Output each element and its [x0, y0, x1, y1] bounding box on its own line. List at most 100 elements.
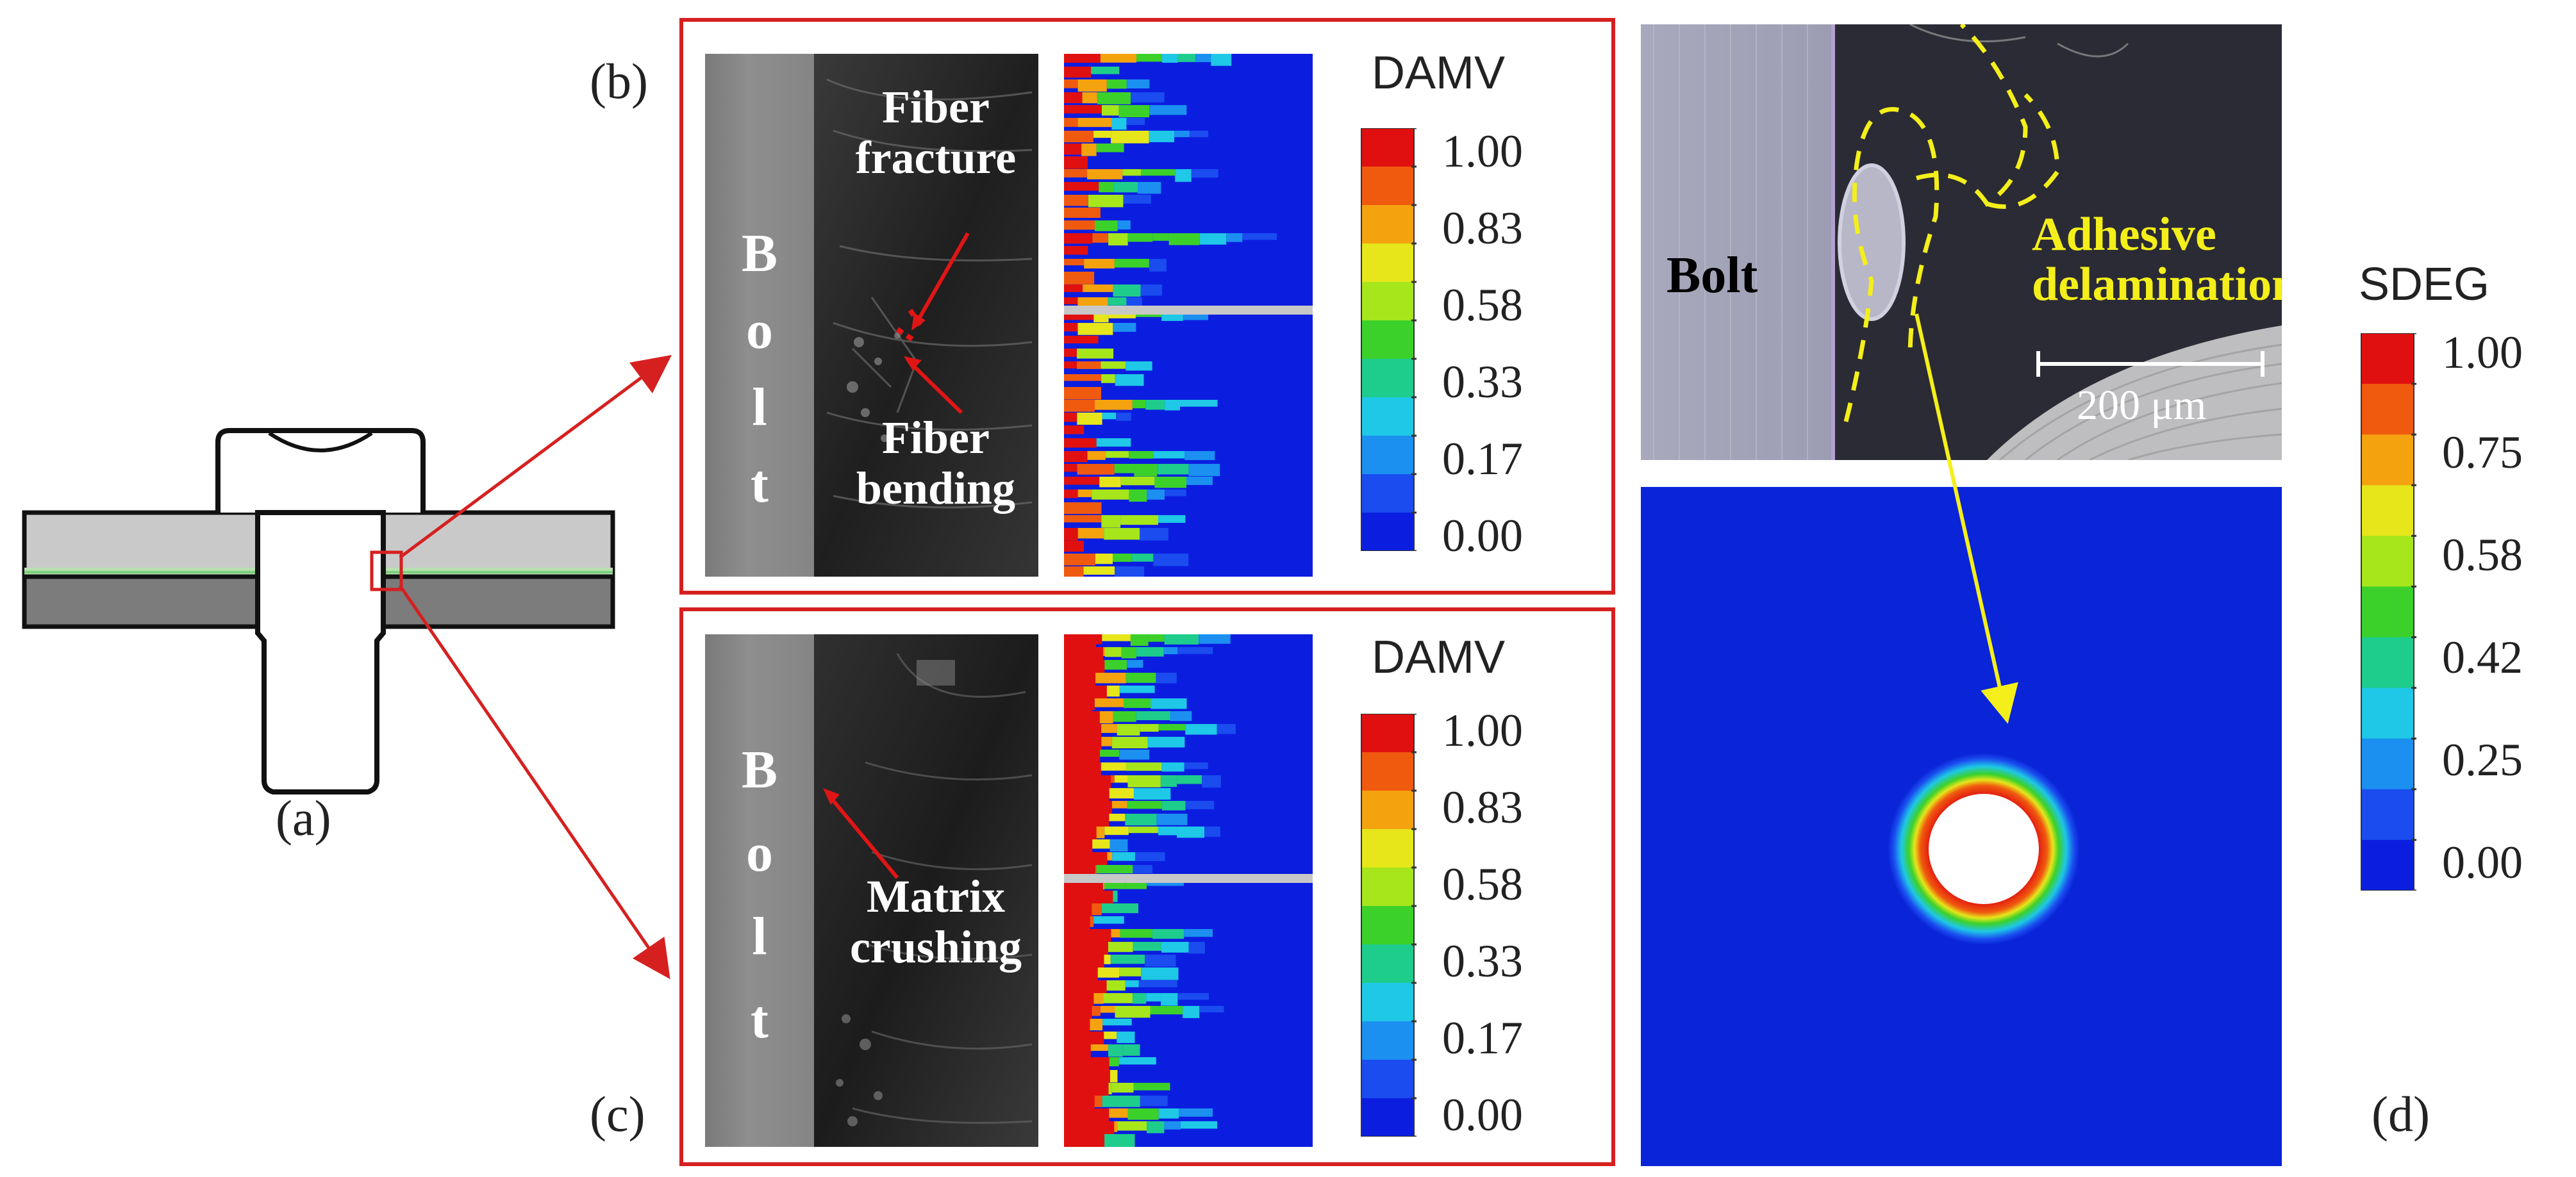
- contour-cell: [1126, 297, 1142, 308]
- contour-cell: [1064, 916, 1090, 929]
- colorbar-c-tick-5: 0.17: [1442, 1012, 1523, 1064]
- contour-cell: [1064, 827, 1097, 839]
- contour-cell: [1064, 195, 1088, 206]
- contour-cell: [1183, 1006, 1200, 1018]
- panel-c-letter: (c): [590, 1086, 645, 1142]
- contour-cell: [1162, 54, 1178, 63]
- contour-cell: [1064, 336, 1099, 343]
- contour-cell: [1104, 827, 1129, 835]
- contour-cell: [1114, 775, 1128, 783]
- contour-cell: [1064, 413, 1077, 422]
- contour-cell: [1140, 1044, 1154, 1057]
- contour-cell: [1095, 400, 1133, 410]
- contour-cell: [1161, 762, 1184, 772]
- contour-cell: [1134, 464, 1158, 477]
- contour-cell: [1077, 528, 1104, 539]
- contour-cell: [1111, 1083, 1134, 1093]
- contour-cell: [1127, 775, 1161, 787]
- contour-cell: [1184, 762, 1208, 770]
- contour-cell: [1064, 349, 1077, 357]
- contour-cell: [1095, 554, 1113, 564]
- fiber-bending-label: Fiber bending: [856, 412, 1016, 514]
- contour-cell: [1064, 272, 1095, 284]
- contour-cell: [1160, 775, 1177, 787]
- contour-cell: [1145, 955, 1176, 967]
- contour-cell: [1147, 1121, 1165, 1133]
- contour-cell: [1127, 1108, 1159, 1120]
- contour-cell: [1077, 79, 1107, 92]
- colorbar-d-tick-1: 1.00: [2442, 327, 2523, 378]
- bolt-letter-c-4: t: [751, 990, 769, 1049]
- contour-cell: [1177, 647, 1213, 654]
- contour-cell: [1064, 92, 1083, 103]
- contour-cell: [1136, 54, 1163, 62]
- contour-cell: [1064, 647, 1104, 660]
- contour-cell: [1064, 980, 1107, 993]
- colorbar-segment: [1361, 513, 1414, 551]
- contour-cell: [1064, 955, 1104, 967]
- contour-cell: [1088, 195, 1124, 208]
- contour-cell: [1118, 1057, 1156, 1065]
- contour-cell: [1064, 698, 1092, 711]
- contour-cell: [1128, 827, 1158, 834]
- contour-cell: [1127, 233, 1153, 242]
- colorbar-segment: [2361, 485, 2414, 536]
- contour-cell: [1140, 1096, 1168, 1107]
- contour-cell: [1191, 169, 1218, 178]
- contour-cell: [1102, 634, 1131, 641]
- contour-cell: [1136, 711, 1170, 721]
- scale-bar-label: 200 μm: [2077, 382, 2207, 429]
- contour-cell: [1077, 490, 1092, 497]
- contour-cell: [1120, 929, 1152, 938]
- contour-cell: [1132, 400, 1146, 409]
- matrix-crushing-arrow: [826, 793, 899, 879]
- contour-cell: [1184, 451, 1215, 461]
- colorbar-d-tick-5: 0.25: [2442, 734, 2523, 786]
- contour-cell: [1064, 477, 1100, 485]
- colorbar-c-tick-2: 0.83: [1442, 782, 1523, 833]
- contour-cell: [1111, 737, 1148, 749]
- contour-cell: [1064, 220, 1095, 230]
- colorbar-b: [1361, 128, 1417, 551]
- contour-cell: [1149, 259, 1167, 272]
- contour-cell: [1147, 490, 1165, 500]
- colorbar-segment: [1361, 1021, 1414, 1060]
- contour-cell: [1064, 144, 1082, 155]
- contour-cell: [1101, 105, 1119, 116]
- bolted-joint-schematic: [22, 428, 615, 794]
- contour-cell: [1140, 724, 1159, 732]
- contour-cell: [1100, 54, 1137, 63]
- contour-cell: [1064, 54, 1101, 63]
- contour-cell: [1217, 724, 1236, 734]
- detail-marker-box: [370, 550, 403, 591]
- bolt-interface-line-b: [1064, 306, 1313, 315]
- contour-cell: [1154, 686, 1185, 695]
- contour-cell: [1064, 323, 1078, 332]
- contour-cell: [1129, 451, 1154, 459]
- contour-cell: [1112, 852, 1135, 861]
- contour-cell: [1064, 105, 1102, 114]
- contour-cell: [1064, 737, 1102, 750]
- contour-cell: [1101, 374, 1115, 383]
- contour-cell: [1129, 490, 1147, 502]
- colorbar-segment: [2361, 637, 2414, 689]
- contour-cell: [1126, 762, 1162, 771]
- contour-cell: [1184, 929, 1213, 937]
- contour-cell: [1064, 903, 1092, 916]
- contour-cell: [1102, 1096, 1140, 1107]
- colorbar-segment: [1361, 282, 1414, 321]
- contour-cell: [1186, 477, 1213, 485]
- contour-cell: [1134, 1032, 1168, 1039]
- contour-cell: [1064, 502, 1102, 514]
- contour-cell: [1095, 1032, 1117, 1039]
- fe-contour-b: [1064, 54, 1313, 577]
- contour-cell: [1064, 852, 1108, 865]
- contour-cell: [1064, 660, 1105, 673]
- contour-cell: [1064, 554, 1095, 566]
- contour-cell: [1161, 993, 1178, 1006]
- contour-cell: [1064, 634, 1097, 647]
- contour-cell: [1199, 634, 1231, 644]
- contour-cell: [1131, 92, 1165, 103]
- fe-contour-c: [1064, 634, 1313, 1147]
- bolt-letter-c-1: B: [741, 740, 778, 800]
